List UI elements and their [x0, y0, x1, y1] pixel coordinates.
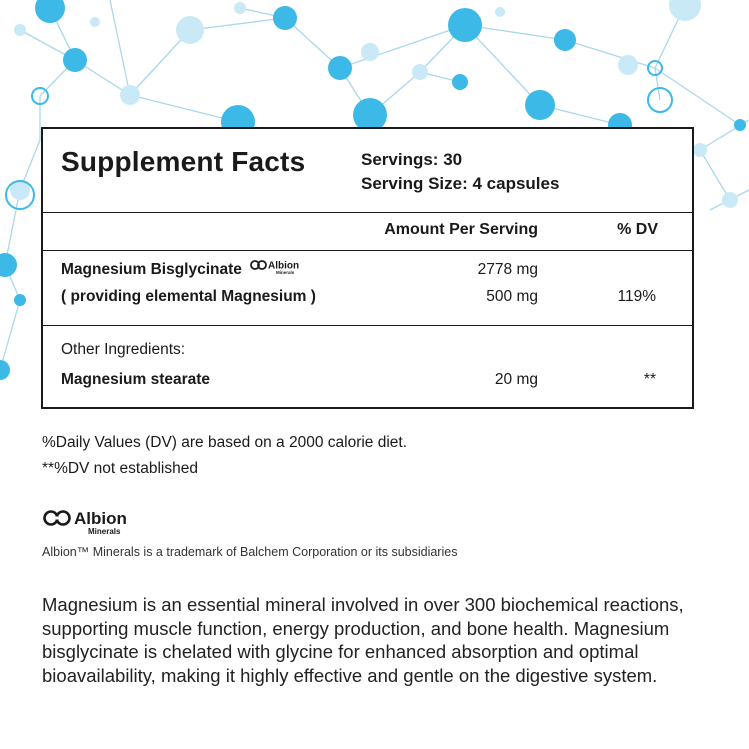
column-header-row: Amount Per Serving % DV [43, 213, 692, 251]
servings-info: Servings: 30 Serving Size: 4 capsules [361, 148, 559, 196]
ingredient-name: ( providing elemental Magnesium ) [61, 288, 316, 305]
other-ingredient-dv: ** [643, 371, 656, 388]
albion-logo: Albion Minerals [43, 509, 127, 536]
ingredient-amount: 500 mg [486, 288, 538, 305]
svg-text:Albion: Albion [268, 260, 299, 271]
product-description: Magnesium is an essential mineral involv… [42, 594, 684, 686]
ingredients-section: Magnesium Bisglycinate Albion Minerals 277… [43, 251, 692, 326]
svg-text:Minerals: Minerals [276, 270, 295, 275]
facts-title: Supplement Facts [61, 146, 306, 177]
ingredient-amount: 2778 mg [477, 261, 538, 278]
daily-value-notes: %Daily Values (DV) are based on a 2000 c… [42, 430, 407, 482]
facts-header: Supplement Facts Servings: 30 Serving Si… [43, 129, 692, 213]
other-ingredient-name: Magnesium stearate [61, 371, 211, 388]
ingredient-row: Magnesium Bisglycinate Albion Minerals 277… [43, 260, 692, 285]
servings-count: Servings: 30 [361, 150, 463, 169]
amount-column-header: Amount Per Serving [384, 221, 538, 238]
albion-brand: Albion [74, 509, 127, 528]
ingredient-row: ( providing elemental Magnesium ) 500 mg… [43, 288, 692, 312]
albion-sub: Minerals [88, 527, 121, 536]
note-line: %Daily Values (DV) are based on a 2000 c… [42, 434, 408, 451]
dv-column-header: % DV [617, 221, 658, 238]
serving-size: Serving Size: 4 capsules [361, 174, 560, 193]
other-ingredients-section: Other Ingredients: Magnesium stearate 20… [43, 326, 692, 411]
ingredient-name: Magnesium Bisglycinate Albion Minerals [61, 260, 308, 279]
other-ingredients-label: Other Ingredients: [61, 341, 186, 358]
note-line: **%DV not established [42, 460, 198, 477]
trademark-notice: Albion™ Minerals is a trademark of Balch… [42, 545, 458, 559]
ingredient-dv: 119% [617, 288, 657, 305]
other-ingredient-row: Magnesium stearate 20 mg ** [43, 371, 692, 395]
supplement-facts-panel: Supplement Facts Servings: 30 Serving Si… [41, 127, 694, 409]
other-ingredient-amount: 20 mg [494, 371, 538, 388]
